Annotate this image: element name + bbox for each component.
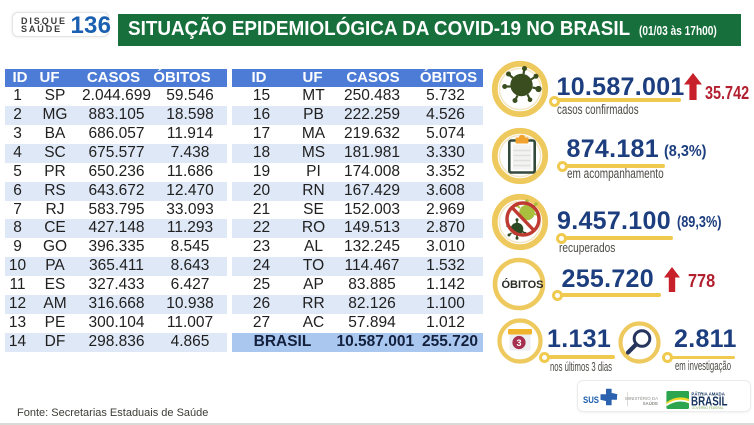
svg-text:PÁTRIA AMADA: PÁTRIA AMADA [691,390,725,397]
svg-text:MINISTÉRIO DA: MINISTÉRIO DA [625,396,658,401]
svg-text:3: 3 [516,338,521,348]
svg-text:SUS: SUS [583,395,599,405]
svg-text:BRASIL: BRASIL [691,394,728,409]
svg-text:SAÚDE: SAÚDE [643,401,658,406]
svg-text:GOVERNO FEDERAL: GOVERNO FEDERAL [692,406,724,410]
